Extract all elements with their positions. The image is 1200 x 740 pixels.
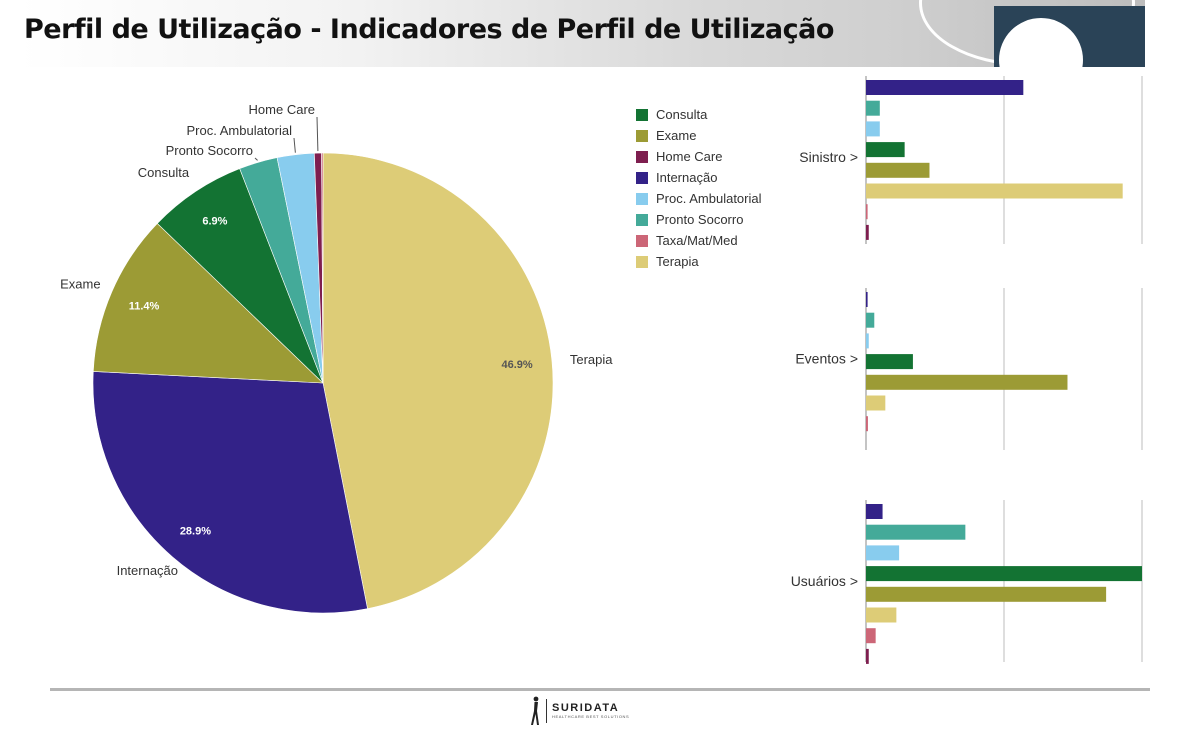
pie-slice-taxa-mat-med[interactable] [321, 152, 324, 384]
legend-item-proc-ambulatorial[interactable]: Proc. Ambulatorial [636, 188, 762, 209]
bar-chart-usuarios: Usuários > [791, 500, 1143, 664]
bar-consulta[interactable] [866, 142, 905, 158]
bar-terapia[interactable] [866, 183, 1123, 199]
legend-item-consulta[interactable]: Consulta [636, 104, 762, 125]
bar-taxa-mat-med[interactable] [866, 204, 868, 220]
legend-swatch [636, 129, 648, 142]
logo-name: SURIDATA [552, 702, 620, 714]
legend-item-taxa-mat-med[interactable]: Taxa/Mat/Med [636, 230, 762, 251]
pie-slice-terapia[interactable] [322, 152, 554, 610]
pie-category-label: Consulta [138, 165, 190, 180]
pie-leader-line [316, 116, 319, 152]
legend-swatch [636, 234, 648, 247]
bar-consulta[interactable] [866, 566, 1142, 582]
legend-swatch [636, 213, 648, 226]
legend-label: Pronto Socorro [656, 212, 744, 227]
bar-consulta[interactable] [866, 354, 913, 370]
header-banner [19, 0, 1145, 67]
pie-category-label: Internação [117, 563, 178, 578]
pie-value-label: 28.9% [180, 525, 211, 537]
pie-chart: 46.9% Terapia 28.9% Internação 11.4% Exame 6.9… [60, 102, 613, 614]
legend-label: Exame [656, 128, 697, 143]
footer-divider [50, 688, 1150, 691]
legend-item-terapia[interactable]: Terapia [636, 251, 762, 272]
bar-chart-sinistro: Sinistro > [799, 76, 1143, 244]
pie-category-label: Terapia [570, 352, 613, 367]
bar-internacao[interactable] [866, 504, 883, 519]
logo-figure-icon [531, 696, 539, 725]
legend-item-home-care[interactable]: Home Care [636, 146, 762, 167]
pie-leader-line [293, 137, 296, 153]
pie-slice-internacao[interactable] [92, 371, 368, 614]
bar-proc-ambulatorial[interactable] [866, 333, 869, 349]
bar-internacao[interactable] [866, 292, 868, 307]
legend-label: Internação [656, 170, 718, 185]
bar-taxa-mat-med[interactable] [866, 628, 876, 644]
bar-terapia[interactable] [866, 607, 897, 623]
legend-item-exame[interactable]: Exame [636, 125, 762, 146]
pie-leader-line [254, 157, 258, 161]
bar-proc-ambulatorial[interactable] [866, 545, 900, 561]
pie-category-label: Exame [60, 276, 100, 291]
legend-item-pronto-socorro[interactable]: Pronto Socorro [636, 209, 762, 230]
bar-home-care[interactable] [866, 224, 869, 240]
bar-internacao[interactable] [866, 80, 1024, 95]
legend-label: Consulta [656, 107, 708, 122]
bar-home-care[interactable] [866, 648, 869, 664]
bar-exame[interactable] [866, 162, 930, 178]
suridata-logo: SURIDATA HEALTHCARE BEST SOLUTIONS [528, 694, 629, 728]
bar-group-label[interactable]: Usuários > [791, 573, 858, 589]
legend-label: Taxa/Mat/Med [656, 233, 738, 248]
legend-swatch [636, 192, 648, 205]
pie-category-label: Pronto Socorro [166, 143, 253, 158]
legend-swatch [636, 150, 648, 163]
pie-slice-exame[interactable] [92, 223, 324, 384]
bar-charts: Sinistro > Eventos > Usuários > [791, 76, 1143, 664]
pie-category-label: Proc. Ambulatorial [187, 123, 293, 138]
page-title: Perfil de Utilização - Indicadores de Pe… [24, 14, 834, 45]
bar-group-label[interactable]: Eventos > [795, 350, 858, 366]
bar-group-label[interactable]: Sinistro > [799, 149, 858, 165]
legend-item-internacao[interactable]: Internação [636, 167, 762, 188]
bar-exame[interactable] [866, 374, 1068, 390]
bar-proc-ambulatorial[interactable] [866, 121, 880, 137]
pie-value-label: 46.9% [501, 359, 532, 371]
chart-legend: Consulta Exame Home Care Internação Proc. Am… [636, 104, 762, 272]
bar-pronto-socorro[interactable] [866, 100, 880, 116]
bar-chart-eventos: Eventos > [795, 288, 1143, 450]
legend-swatch [636, 108, 648, 121]
legend-swatch [636, 171, 648, 184]
bar-taxa-mat-med[interactable] [866, 416, 868, 432]
legend-label: Proc. Ambulatorial [656, 191, 762, 206]
pie-value-label: 11.4% [129, 301, 160, 313]
pie-value-label: 6.9% [202, 216, 227, 228]
pie-category-label: Home Care [249, 102, 315, 117]
logo-tagline: HEALTHCARE BEST SOLUTIONS [552, 714, 630, 719]
bar-exame[interactable] [866, 586, 1107, 602]
legend-label: Terapia [656, 254, 699, 269]
legend-label: Home Care [656, 149, 723, 164]
bar-terapia[interactable] [866, 395, 886, 411]
legend-swatch [636, 255, 648, 268]
bar-pronto-socorro[interactable] [866, 312, 875, 328]
bar-pronto-socorro[interactable] [866, 524, 966, 540]
